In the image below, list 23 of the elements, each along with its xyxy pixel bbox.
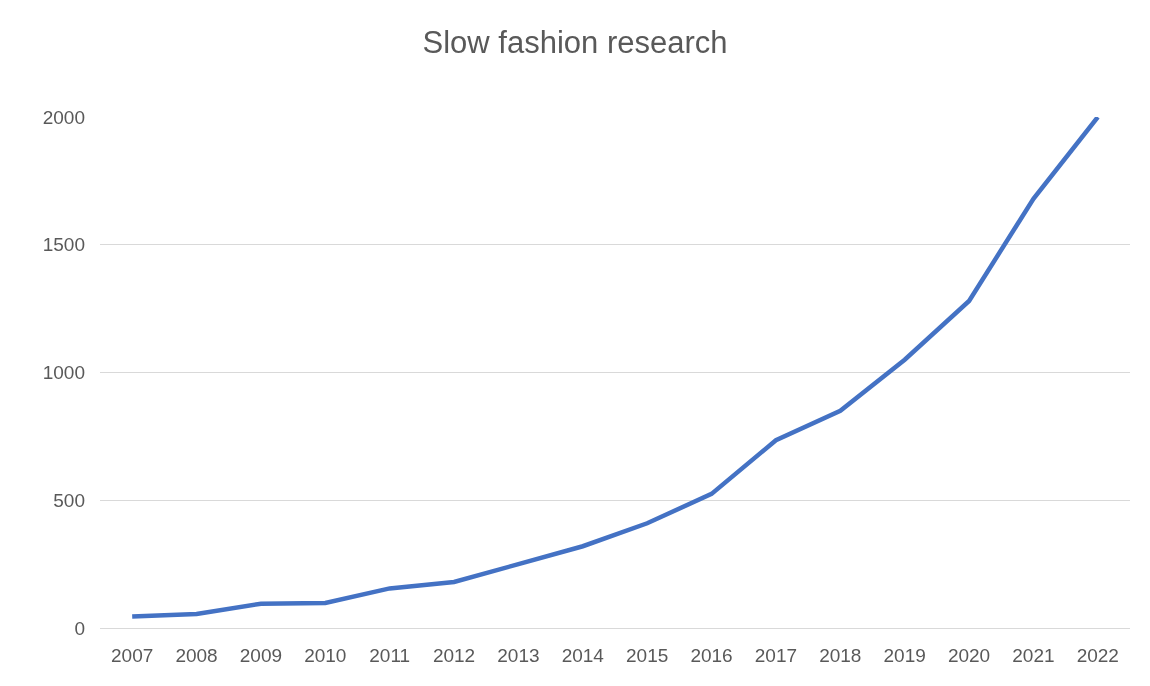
line-series: [129, 117, 1101, 619]
y-tick-label: 1500: [42, 234, 85, 256]
y-tick-label: 1000: [42, 362, 85, 384]
x-tick-label: 2016: [690, 644, 733, 666]
x-tick-label: 2010: [304, 644, 347, 666]
chart-title: Slow fashion research: [422, 24, 728, 60]
y-tick-label: 2000: [42, 106, 85, 128]
x-tick-label: 2020: [947, 644, 991, 666]
x-tick-label: 2015: [626, 644, 669, 666]
x-tick-label: 2018: [819, 644, 862, 666]
x-tick-label: 2013: [497, 644, 540, 666]
y-tick-label: 0: [74, 617, 85, 639]
x-tick-label: 2007: [111, 644, 154, 666]
x-tick-label: 2012: [432, 644, 476, 666]
x-tick-label: 2011: [369, 644, 411, 666]
x-tick-label: 2022: [1076, 644, 1119, 666]
x-tick-label: 2019: [883, 644, 926, 666]
y-tick-label: 500: [53, 489, 85, 511]
x-tick-label: 2008: [175, 644, 218, 666]
x-tick-label: 2017: [754, 644, 798, 666]
x-tick-label: 2009: [239, 644, 283, 666]
x-tick-label: 2021: [1012, 644, 1055, 666]
x-tick-label: 2014: [561, 644, 605, 666]
